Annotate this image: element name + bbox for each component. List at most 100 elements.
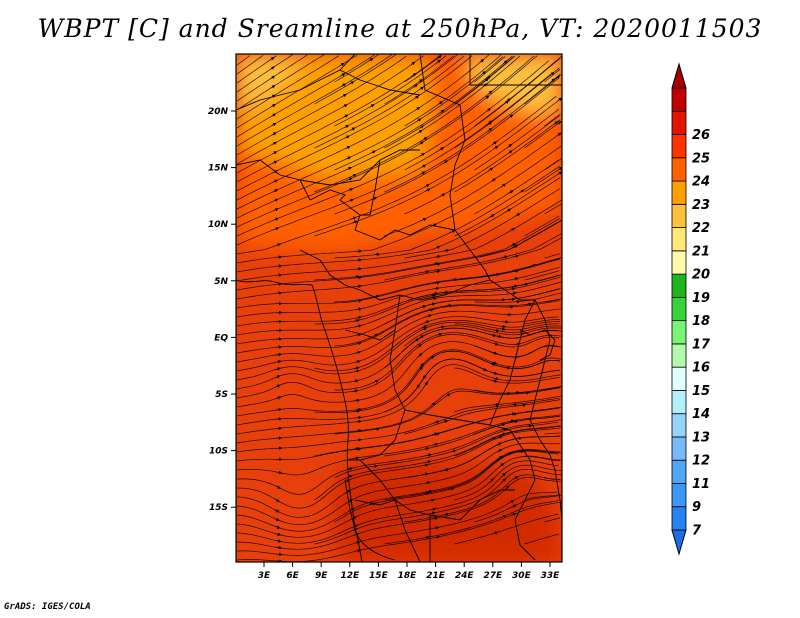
colorbar-label: 26 [692,128,710,143]
lon-tick-label: 27E [483,571,503,581]
streamline [524,533,560,545]
streamline-arrow [516,436,523,441]
streamline [236,334,560,399]
streamline-arrow [434,420,440,424]
colorbar-swatch [671,134,687,159]
streamline-arrow [273,217,280,221]
streamline-arrow [497,448,503,453]
streamline-arrow [428,308,435,312]
streamline [454,119,561,193]
streamline-arrow [553,121,559,125]
streamline [544,69,561,83]
streamline [404,188,560,259]
streamline-arrow [273,208,279,212]
map-frame [235,53,563,563]
streamline-arrow [356,315,363,320]
streamline [236,55,277,84]
colorbar-swatch [671,483,687,508]
streamline-arrow [372,333,379,337]
streamline-arrow [437,101,443,105]
streamline [236,308,562,363]
streamline [524,318,561,325]
colorbar-swatch [671,296,687,322]
colorbar-swatch [671,506,687,531]
streamline [314,98,562,237]
streamline-arrow [443,248,450,253]
streamline-arrow [272,160,278,164]
streamline [236,60,549,237]
colorbar-label: 13 [692,430,710,445]
map-title: WBPT [C] and Sreamline at 250hPa, VT: 20… [37,14,763,43]
lon-tick-label: 18E [398,571,418,581]
streamline-arrow [508,190,514,194]
streamline [334,257,562,303]
streamline-arrow [506,208,512,212]
streamline-arrow [342,104,348,108]
lat-tick-label: EQ [214,333,228,343]
streamline-arrow [549,71,555,76]
streamline-arrow [509,500,515,504]
streamline [454,56,514,105]
streamline-arrow [368,57,374,62]
streamline-arrow [550,78,556,83]
streamline [236,456,561,538]
streamline-arrow [340,83,347,87]
streamline-arrow [443,468,450,472]
streamline [236,349,562,417]
streamline-arrow [271,132,277,136]
colorbar-swatch [671,110,687,135]
streamline-arrow [356,298,363,303]
streamline-arrow [422,137,428,141]
streamline-arrow [419,86,425,91]
streamline [544,113,561,127]
streamline-arrow [270,104,276,108]
streamline-arrow [272,179,279,183]
streamline [454,258,561,281]
streamline [524,270,560,281]
streamline-arrow [440,193,446,197]
colorbar-label: 17 [692,337,711,352]
streamline-arrow [349,81,355,85]
streamline-arrow [353,456,360,460]
streamline [544,253,561,259]
lon-tick-label: 6E [286,571,299,581]
streamline-arrow [352,389,359,393]
streamline-arrow [354,318,361,323]
streamline [524,455,561,461]
streamline-arrow [346,167,353,171]
colorbar-swatch [671,436,687,461]
streamline [454,67,560,149]
streamline [236,55,264,75]
lon-tick-label: 30E [512,571,532,581]
streamline-arrow [502,255,508,259]
streamline-arrow [424,184,430,188]
lon-tick-label: 15E [369,571,389,581]
lon-tick-label: 24E [455,571,475,581]
streamline-arrow [355,350,362,355]
colorbar: 7 9 11 12 13 14 15 16 17 18 19 20 21 22 23 24 25 26 [671,62,711,556]
streamline-arrow [348,198,355,202]
colorbar-label: 23 [692,198,710,213]
streamline-arrow [426,453,432,457]
colorbar-label: 12 [692,454,710,469]
streamline [334,421,559,479]
streamline [236,219,562,291]
streamline-arrow [273,198,279,202]
streamline-arrow [557,171,562,175]
colorbar-label: 14 [692,407,710,422]
streamline-arrow [274,498,280,502]
streamline [236,146,562,264]
streamline-arrow [451,449,457,453]
streamline-arrow [507,144,513,148]
streamline-arrow [276,352,283,357]
streamline-arrow [356,324,363,328]
colorbar-swatch [671,157,687,182]
streamline-arrow [434,281,441,285]
streamline [236,237,562,300]
streamline [384,415,560,457]
streamline-arrow [501,472,506,477]
streamline-arrow [430,402,436,407]
streamline [474,495,562,523]
streamline-arrow [492,141,498,145]
streamline-arrow [435,245,441,250]
